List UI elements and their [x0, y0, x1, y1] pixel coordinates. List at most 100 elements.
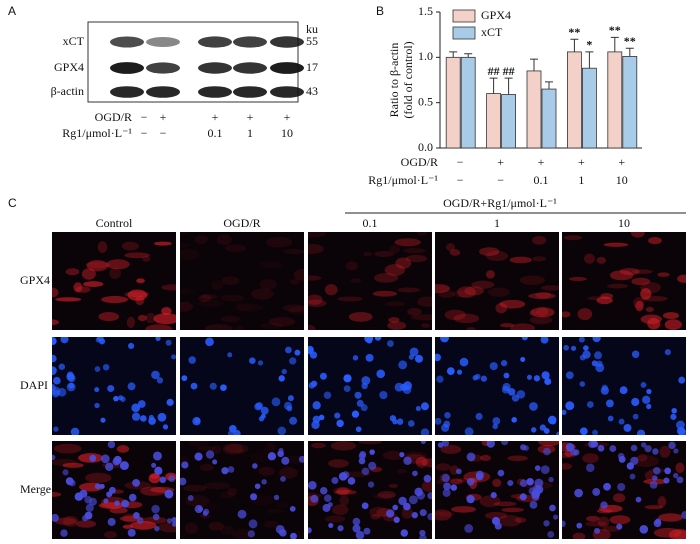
nucleus — [100, 454, 110, 464]
nucleus — [412, 470, 418, 477]
nucleus — [392, 504, 399, 511]
nucleus — [374, 337, 382, 341]
cell-red — [158, 521, 176, 533]
cell-red — [452, 289, 472, 298]
nucleus — [52, 366, 57, 376]
nucleus — [100, 417, 106, 423]
blot-band — [146, 37, 180, 47]
nucleus — [640, 442, 647, 448]
nucleus — [435, 417, 442, 425]
bar — [526, 70, 542, 149]
blot-band — [198, 86, 232, 98]
cell-red — [161, 284, 176, 291]
cell-red — [101, 295, 129, 304]
cell-red — [197, 445, 216, 451]
nucleus — [376, 369, 386, 379]
nucleus — [57, 387, 67, 397]
nucleus — [631, 350, 640, 359]
bar — [567, 51, 582, 149]
nucleus — [626, 462, 635, 470]
cell-red — [348, 311, 373, 322]
nucleus — [151, 370, 160, 380]
nucleus — [623, 423, 632, 432]
cell-red — [85, 472, 112, 484]
cell-red — [142, 255, 151, 262]
nucleus — [402, 385, 412, 394]
micrograph-content — [180, 441, 304, 539]
nucleus — [501, 385, 510, 394]
y-axis-label: (fold of control) — [401, 41, 415, 118]
micrograph — [562, 232, 686, 330]
cell-red — [471, 280, 495, 289]
cell-red — [603, 242, 629, 247]
cell-red — [411, 314, 432, 321]
row-label: Merge — [20, 482, 51, 496]
nucleus — [351, 410, 360, 418]
nucleus — [257, 360, 264, 366]
nucleus — [363, 527, 371, 535]
nucleus — [152, 513, 160, 521]
nucleus — [549, 504, 556, 512]
nucleus — [194, 504, 203, 514]
cell-red — [81, 268, 96, 280]
nucleus — [507, 479, 514, 487]
micrograph-content — [52, 241, 176, 330]
cell-red — [407, 307, 422, 316]
blot-band — [233, 86, 267, 98]
nucleus — [456, 369, 463, 375]
cell-red — [639, 282, 661, 294]
cell-red — [122, 524, 133, 529]
cell-red — [453, 313, 480, 324]
cell-red — [55, 297, 82, 302]
cell-red — [637, 453, 648, 462]
cell-red — [586, 515, 600, 522]
cell-red — [136, 278, 145, 284]
nucleus — [664, 349, 671, 356]
cell-red — [509, 256, 532, 264]
nucleus — [347, 477, 356, 485]
cell-red — [308, 243, 324, 254]
column-label: OGD/R — [223, 216, 260, 230]
nucleus — [113, 395, 119, 402]
cell-red — [145, 312, 156, 324]
cell-red — [485, 250, 508, 262]
cell-red — [668, 528, 686, 539]
nucleus — [400, 529, 409, 537]
cell-red — [275, 502, 289, 508]
column-label: 0.1 — [363, 216, 378, 230]
cell-red — [403, 248, 426, 254]
nucleus — [526, 477, 534, 486]
condition-value: + — [284, 110, 291, 124]
cell-red — [109, 267, 122, 279]
nucleus — [519, 479, 528, 487]
nucleus — [105, 462, 114, 471]
nucleus — [548, 476, 554, 483]
cell-red — [404, 451, 427, 459]
cell-red — [587, 296, 605, 301]
condition-value: 10 — [616, 173, 628, 187]
cell-red — [532, 256, 547, 262]
nucleus — [60, 337, 69, 344]
nucleus — [94, 483, 101, 490]
micrograph — [180, 441, 304, 539]
cell-red — [631, 277, 651, 286]
nucleus — [188, 356, 196, 364]
cell-red — [334, 490, 357, 495]
nucleus — [128, 493, 137, 502]
nucleus — [312, 401, 321, 410]
cell-red — [226, 487, 238, 496]
micrograph-content — [308, 337, 430, 435]
blot-size-label: 43 — [306, 84, 318, 98]
cell-red — [259, 261, 283, 269]
condition-label: OGD/R — [95, 110, 132, 124]
cell-red — [189, 441, 209, 447]
cell-red — [528, 292, 556, 300]
cell-red — [308, 232, 327, 238]
cell-red — [479, 247, 500, 256]
nucleus — [631, 397, 640, 407]
cell-red — [677, 274, 686, 283]
condition-value: − — [141, 126, 148, 140]
cell-red — [224, 244, 247, 253]
cell-red — [180, 232, 189, 235]
nucleus — [636, 429, 646, 435]
